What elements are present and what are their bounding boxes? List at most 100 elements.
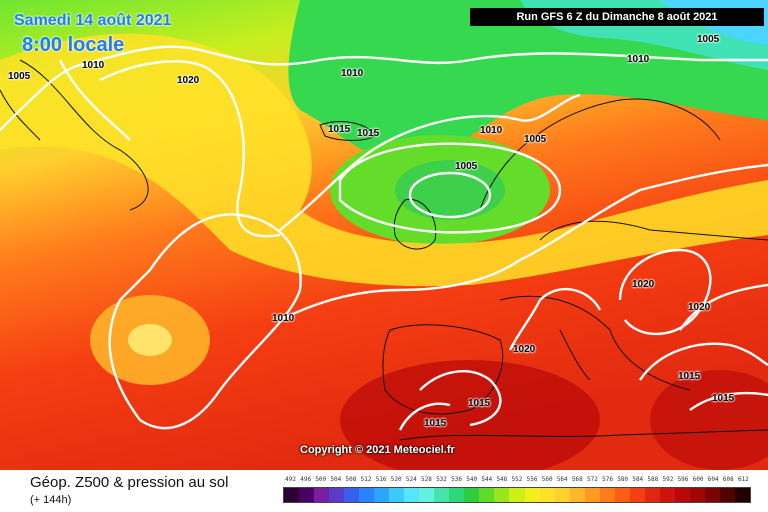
africa-coast [399,429,768,441]
forecast-time: 8:00 locale [22,34,125,56]
legend-swatch [464,488,480,502]
legend-swatch [494,488,510,502]
legend-label: 612 [737,476,749,483]
color-legend: 492 496 500 504 508 512 516 520 524 528 532 536 540 5… [283,476,751,503]
isobar-label: 1010 [82,60,105,71]
isobar-label: 1010 [272,313,295,324]
legend-swatch [314,488,330,502]
copyright-text: Copyright © 2021 Meteociel.fr [300,444,455,456]
legend-label: 552 [511,476,523,483]
isobar-label: 1010 [627,54,650,65]
legend-label: 572 [587,476,598,483]
forecast-date: Samedi 14 août 2021 [14,12,172,29]
legend-swatch [554,488,570,502]
isobar-label: 1015 [328,124,351,135]
legend-label: 544 [481,476,493,483]
legend-swatch [434,488,450,502]
legend-label: 500 [315,476,327,483]
isobar-label: 1005 [524,134,547,145]
z500-low-core [395,160,505,220]
britain-coast [393,198,437,250]
legend-swatch [374,488,390,502]
legend-label: 496 [300,476,312,483]
legend-swatch [404,488,420,502]
z500-yellow-belt [0,33,768,287]
iberia-coast [382,324,504,415]
legend-label: 556 [526,476,538,483]
legend-swatch [659,488,675,502]
legend-swatch [524,488,540,502]
legend-label: 580 [617,476,629,483]
legend-label: 592 [662,476,674,483]
legend-label: 588 [647,476,659,483]
legend-label: 596 [677,476,689,483]
legend-label: 492 [285,476,296,483]
legend-label: 560 [541,476,553,483]
legend-label: 528 [420,476,432,483]
isobar-label: 1005 [455,161,478,172]
isobar-lines [0,45,768,431]
legend-label: 504 [330,476,342,483]
legend-label: 532 [436,476,447,483]
run-info: Run GFS 6 Z du Dimanche 8 août 2021 [470,8,764,26]
isobar-label: 1005 [697,34,720,45]
legend-swatch [509,488,525,502]
legend-label: 604 [707,476,719,483]
isobar-label: 1020 [177,75,200,86]
footer: Géop. Z500 & pression au sol (+ 144h) 49… [0,470,768,512]
isobar-label: 1005 [8,71,31,82]
legend-label: 600 [692,476,704,483]
z500-iberia-high [340,360,600,470]
legend-swatch [704,488,720,502]
legend-swatches [283,487,751,503]
mediterranean-coast [499,295,691,391]
isobar-label: 1020 [632,279,655,290]
legend-swatch [614,488,630,502]
legend-swatch [629,488,645,502]
isobar-label: 1020 [688,302,711,313]
legend-label: 520 [390,476,402,483]
isobar-label: 1015 [678,371,701,382]
isobar-label: 1015 [712,393,735,404]
legend-swatch [449,488,465,502]
legend-swatch [389,488,405,502]
legend-swatch [344,488,360,502]
z500-ridge-core [128,324,172,356]
isobar-label: 1015 [468,398,491,409]
legend-label: 576 [602,476,613,483]
scandinavia-coast [479,98,768,241]
legend-swatch [539,488,555,502]
legend-label: 516 [375,476,387,483]
map-subtitle: (+ 144h) [30,494,72,506]
legend-swatch [284,488,300,502]
legend-label: 564 [556,476,568,483]
iceland-coast [319,121,376,141]
legend-swatch [299,488,315,502]
isobar-label: 1020 [513,344,536,355]
isobar-label: 1015 [357,128,380,139]
legend-label: 512 [360,476,372,483]
legend-label: 548 [496,476,508,483]
isobar-label: 1010 [341,68,364,79]
isobar-label: 1010 [480,125,503,136]
map-title: Géop. Z500 & pression au sol [30,474,229,491]
legend-swatch [644,488,660,502]
legend-label: 568 [571,476,583,483]
legend-swatch [719,488,735,502]
legend-labels: 492 496 500 504 508 512 516 520 524 528 532 536 540 5… [283,476,751,483]
legend-swatch [674,488,690,502]
legend-swatch [584,488,600,502]
legend-label: 524 [405,476,417,483]
legend-swatch [359,488,375,502]
isobar-label: 1015 [424,418,447,429]
legend-swatch [689,488,705,502]
legend-swatch [599,488,615,502]
map-canvas [0,0,768,470]
legend-label: 540 [466,476,478,483]
weather-map [0,0,768,470]
legend-label: 608 [722,476,734,483]
legend-label: 536 [451,476,462,483]
legend-swatch [734,488,750,502]
legend-label: 584 [632,476,644,483]
legend-swatch [329,488,345,502]
